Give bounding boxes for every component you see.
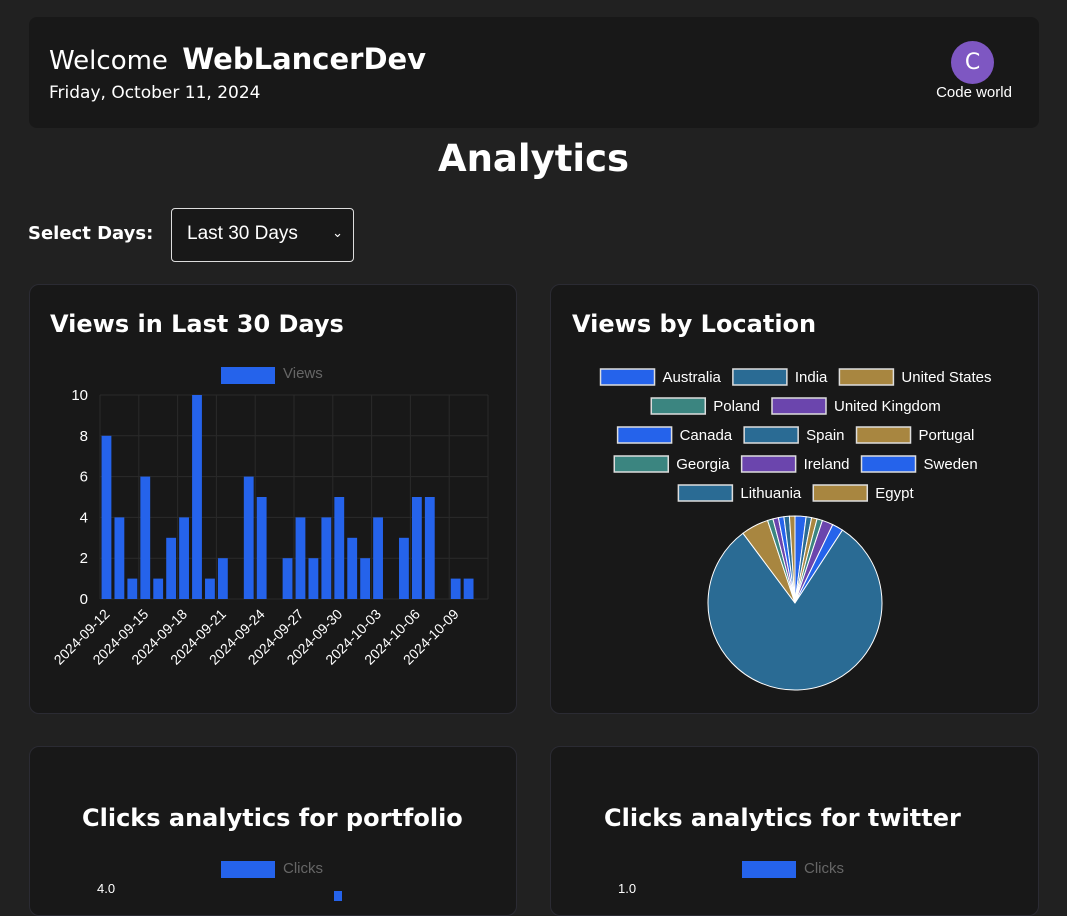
chevron-down-icon: ⌄	[332, 225, 343, 240]
twitter-top-tick: 1.0	[618, 881, 637, 896]
location-pie-slice[interactable]	[707, 529, 883, 691]
location-legend-swatch[interactable]	[599, 368, 656, 386]
location-legend-label[interactable]: Portugal	[919, 427, 975, 444]
location-legend-label[interactable]: Ireland	[804, 456, 850, 473]
location-legend-swatch[interactable]	[743, 426, 799, 444]
views-bar[interactable]	[321, 517, 332, 599]
views-bar[interactable]	[334, 497, 345, 599]
welcome-prefix: Welcome	[49, 46, 168, 76]
views-bar[interactable]	[411, 497, 422, 599]
welcome-text: Welcome WebLancerDev	[49, 42, 426, 76]
views-bar[interactable]	[282, 558, 293, 599]
portfolio-card: Clicks analytics for portfolio Clicks 4.…	[29, 746, 517, 916]
location-legend-swatch[interactable]	[732, 368, 788, 386]
location-pie-slice[interactable]	[788, 515, 796, 604]
views-bar[interactable]	[424, 497, 435, 599]
location-card-title: Views by Location	[572, 310, 817, 338]
views-legend-label[interactable]: Views	[283, 365, 323, 382]
views-y-tick: 10	[71, 387, 88, 404]
location-legend-label[interactable]: United Kingdom	[834, 398, 941, 415]
avatar-name: Code world	[936, 84, 1012, 101]
select-days-label: Select Days:	[28, 223, 154, 244]
location-legend-swatch[interactable]	[740, 455, 797, 473]
location-legend-label[interactable]: Egypt	[875, 485, 914, 502]
views-legend-swatch[interactable]	[221, 367, 275, 384]
location-pie-chart: Australia India United States Poland United …	[599, 368, 991, 691]
location-legend-swatch[interactable]	[812, 484, 869, 502]
views-bar[interactable]	[373, 517, 383, 599]
location-legend-label[interactable]: United States	[901, 369, 991, 386]
location-legend-swatch[interactable]	[771, 397, 827, 415]
twitter-legend-label[interactable]: Clicks	[804, 860, 844, 877]
location-legend-label[interactable]: Spain	[806, 427, 844, 444]
views-bar[interactable]	[360, 558, 371, 599]
location-legend-label[interactable]: Canada	[680, 427, 733, 444]
views-bar[interactable]	[347, 537, 358, 599]
location-legend-swatch[interactable]	[855, 426, 912, 444]
views-bar[interactable]	[166, 537, 177, 599]
views-bar[interactable]	[192, 395, 202, 599]
username: WebLancerDev	[182, 42, 427, 76]
views-bar[interactable]	[243, 476, 254, 599]
location-legend-swatch[interactable]	[613, 455, 670, 473]
select-days-value: Last 30 Days	[187, 223, 298, 244]
portfolio-legend-swatch[interactable]	[221, 861, 275, 878]
portfolio-legend-label[interactable]: Clicks	[283, 860, 323, 877]
views-y-tick: 6	[80, 469, 88, 486]
views-bar[interactable]	[295, 517, 306, 599]
location-card: Views by Location Australia India United S…	[550, 284, 1039, 714]
location-legend-swatch[interactable]	[838, 368, 895, 386]
location-legend-swatch[interactable]	[860, 455, 917, 473]
views-bar[interactable]	[463, 578, 474, 599]
views-bar[interactable]	[179, 517, 189, 599]
views-bar[interactable]	[399, 537, 409, 599]
location-legend-label[interactable]: Australia	[663, 369, 722, 386]
select-days-dropdown[interactable]: Last 30 Days ⌄	[171, 208, 354, 262]
header-bar: Welcome WebLancerDev Friday, October 11,…	[29, 17, 1039, 128]
twitter-legend-swatch[interactable]	[742, 861, 796, 878]
portfolio-card-title: Clicks analytics for portfolio	[82, 804, 463, 832]
avatar[interactable]: C	[951, 41, 994, 84]
twitter-card-title: Clicks analytics for twitter	[604, 804, 961, 832]
current-date: Friday, October 11, 2024	[49, 83, 261, 103]
views-bar[interactable]	[217, 558, 228, 599]
twitter-card: Clicks analytics for twitter Clicks 1.0	[550, 746, 1039, 916]
location-legend-label[interactable]: Lithuania	[740, 485, 802, 502]
views-y-tick: 0	[80, 591, 88, 608]
views-bar[interactable]	[127, 578, 138, 599]
views-y-tick: 4	[80, 509, 88, 526]
location-legend-swatch[interactable]	[616, 426, 673, 444]
views-bar[interactable]	[205, 578, 215, 599]
page-title: Analytics	[437, 137, 630, 180]
views-y-tick: 2	[80, 550, 88, 567]
location-legend-label[interactable]: Georgia	[676, 456, 730, 473]
location-legend-swatch[interactable]	[677, 484, 734, 502]
location-legend-swatch[interactable]	[650, 397, 707, 415]
views-bar[interactable]	[256, 497, 267, 599]
views-bar-chart: 02468102024-09-122024-09-152024-09-18202…	[51, 387, 489, 668]
location-legend-label[interactable]: Poland	[713, 398, 760, 415]
portfolio-bar	[334, 891, 342, 901]
views-y-tick: 8	[80, 428, 88, 445]
views-bar[interactable]	[153, 578, 164, 599]
views-card: Views in Last 30 Days Views 0 2 4 6 8 10 2024-…	[29, 284, 517, 714]
views-bar[interactable]	[450, 578, 461, 599]
views-bar[interactable]	[140, 476, 151, 599]
views-bar[interactable]	[114, 517, 125, 599]
portfolio-top-tick: 4.0	[97, 881, 116, 896]
views-bar[interactable]	[308, 558, 319, 599]
location-legend-label[interactable]: India	[795, 369, 828, 386]
location-legend-label[interactable]: Sweden	[924, 456, 978, 473]
views-card-title: Views in Last 30 Days	[50, 310, 344, 338]
views-bar[interactable]	[101, 435, 112, 599]
